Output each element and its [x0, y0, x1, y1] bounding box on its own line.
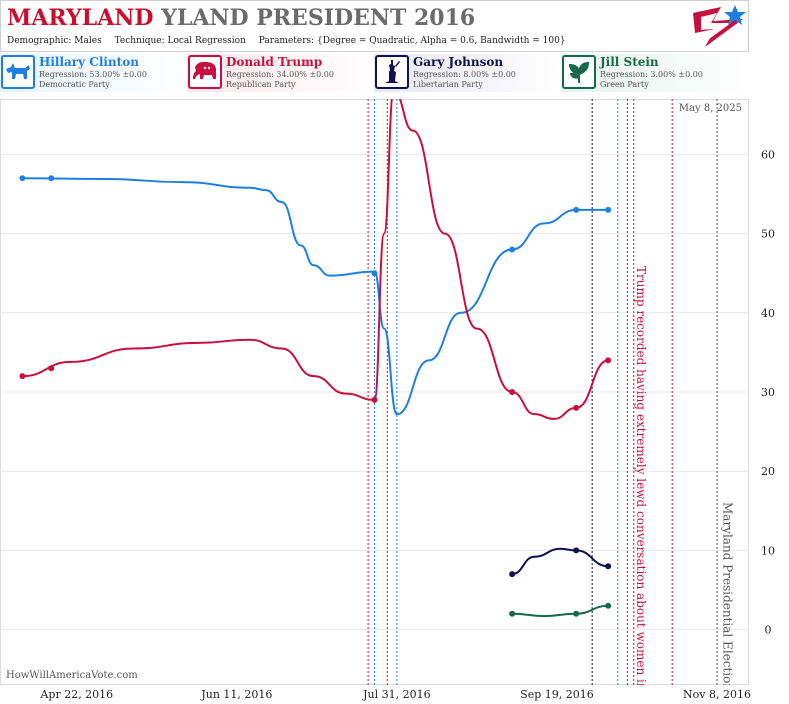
data-point [371, 396, 378, 403]
data-point [509, 571, 516, 578]
watermark-text: HowWillAmericaVote.com [6, 670, 138, 681]
y-tick-label: 10 [761, 544, 775, 557]
x-tick-label: Jun 11, 2016 [200, 688, 272, 701]
y-tick-label: 20 [761, 465, 775, 478]
elephant-icon [188, 55, 222, 89]
x-tick-label: Nov 8, 2016 [683, 688, 751, 701]
legend-item-clinton: Hillary Clinton Regression: 53.00% ±0.00… [0, 54, 186, 92]
candidate-party: Democratic Party [39, 80, 110, 89]
data-point [371, 270, 378, 277]
data-point [48, 365, 55, 372]
data-point [509, 610, 516, 617]
series-line [512, 604, 609, 618]
annotation-text: Maryland Presidential Election [720, 502, 734, 691]
data-point [605, 602, 612, 609]
candidate-name: Jill Stein [600, 55, 659, 69]
data-point [509, 246, 516, 253]
annotation-text: Trump recorded having extremely lewd con… [634, 266, 648, 704]
y-tick-label: 60 [761, 148, 775, 161]
technique-label: Technique: Local Regression [114, 36, 246, 46]
legend-item-johnson: Gary Johnson Regression: 8.00% ±0.00 Lib… [374, 54, 560, 92]
site-logo-icon [693, 5, 746, 47]
candidate-name: Donald Trump [226, 55, 323, 69]
y-tick-label: 30 [761, 386, 775, 399]
data-point [573, 547, 580, 554]
grid-layer [0, 153, 749, 631]
y-tick-label: 40 [761, 307, 775, 320]
data-point [605, 206, 612, 213]
data-point [509, 389, 516, 395]
leaf-icon [562, 55, 596, 89]
donkey-icon [1, 55, 35, 89]
axis-layer: 0 10 20 30 40 50 60 Apr 22, 2016 Jun 11, 2016 Jul… [39, 148, 775, 701]
data-point [48, 175, 55, 182]
legend-item-trump: Donald Trump Regression: 34.00% ±0.00 Re… [187, 54, 373, 92]
data-point [19, 175, 26, 182]
x-tick-label: Apr 22, 2016 [39, 688, 113, 701]
candidate-party: Libertarian Party [413, 80, 483, 89]
current-date-label: May 8, 2025 [679, 103, 742, 114]
data-point [573, 610, 580, 617]
parameters-label: Parameters: {Degree = Quadratic, Alpha =… [258, 36, 566, 46]
candidate-legend: Hillary Clinton Regression: 53.00% ±0.00… [0, 54, 749, 94]
data-point [573, 404, 580, 411]
data-point [605, 563, 612, 570]
data-point [605, 357, 612, 364]
candidate-regression: Regression: 3.00% ±0.00 [600, 70, 703, 79]
candidate-regression: Regression: 34.00% ±0.00 [226, 70, 334, 79]
title-rest: YLAND PRESIDENT 2016 [161, 5, 476, 31]
chart-parameters: Demographic: Males Technique: Local Regr… [7, 36, 576, 46]
data-point [19, 373, 26, 380]
chart-title: MARYLAND YLAND PRESIDENT 2016 [7, 5, 475, 31]
legend-item-stein: Jill Stein Regression: 3.00% ±0.00 Green… [561, 54, 747, 92]
candidate-name: Hillary Clinton [39, 55, 139, 69]
series-line [22, 177, 609, 416]
candidate-regression: Regression: 8.00% ±0.00 [413, 70, 516, 79]
candidate-regression: Regression: 53.00% ±0.00 [39, 70, 147, 79]
x-tick-label: Sep 19, 2016 [520, 688, 594, 701]
event-lines: Trump recorded having extremely lewd con… [367, 99, 734, 704]
series-line [22, 99, 609, 420]
series-layer [19, 99, 612, 618]
x-tick-label: Jul 31, 2016 [362, 688, 431, 701]
candidate-party: Republican Party [226, 80, 296, 89]
plot-frame [0, 99, 749, 685]
candidate-name: Gary Johnson [413, 55, 504, 69]
liberty-statue-icon [375, 55, 409, 89]
candidate-party: Green Party [600, 80, 649, 89]
data-point [573, 206, 580, 213]
title-state: MARYLAND [7, 5, 154, 31]
chart-header: MARYLAND YLAND PRESIDENT 2016 Demographi… [0, 0, 749, 52]
y-tick-label: 0 [765, 624, 772, 637]
y-tick-label: 50 [761, 228, 775, 241]
demographic-label: Demographic: Males [7, 36, 102, 46]
series-line [511, 547, 609, 576]
